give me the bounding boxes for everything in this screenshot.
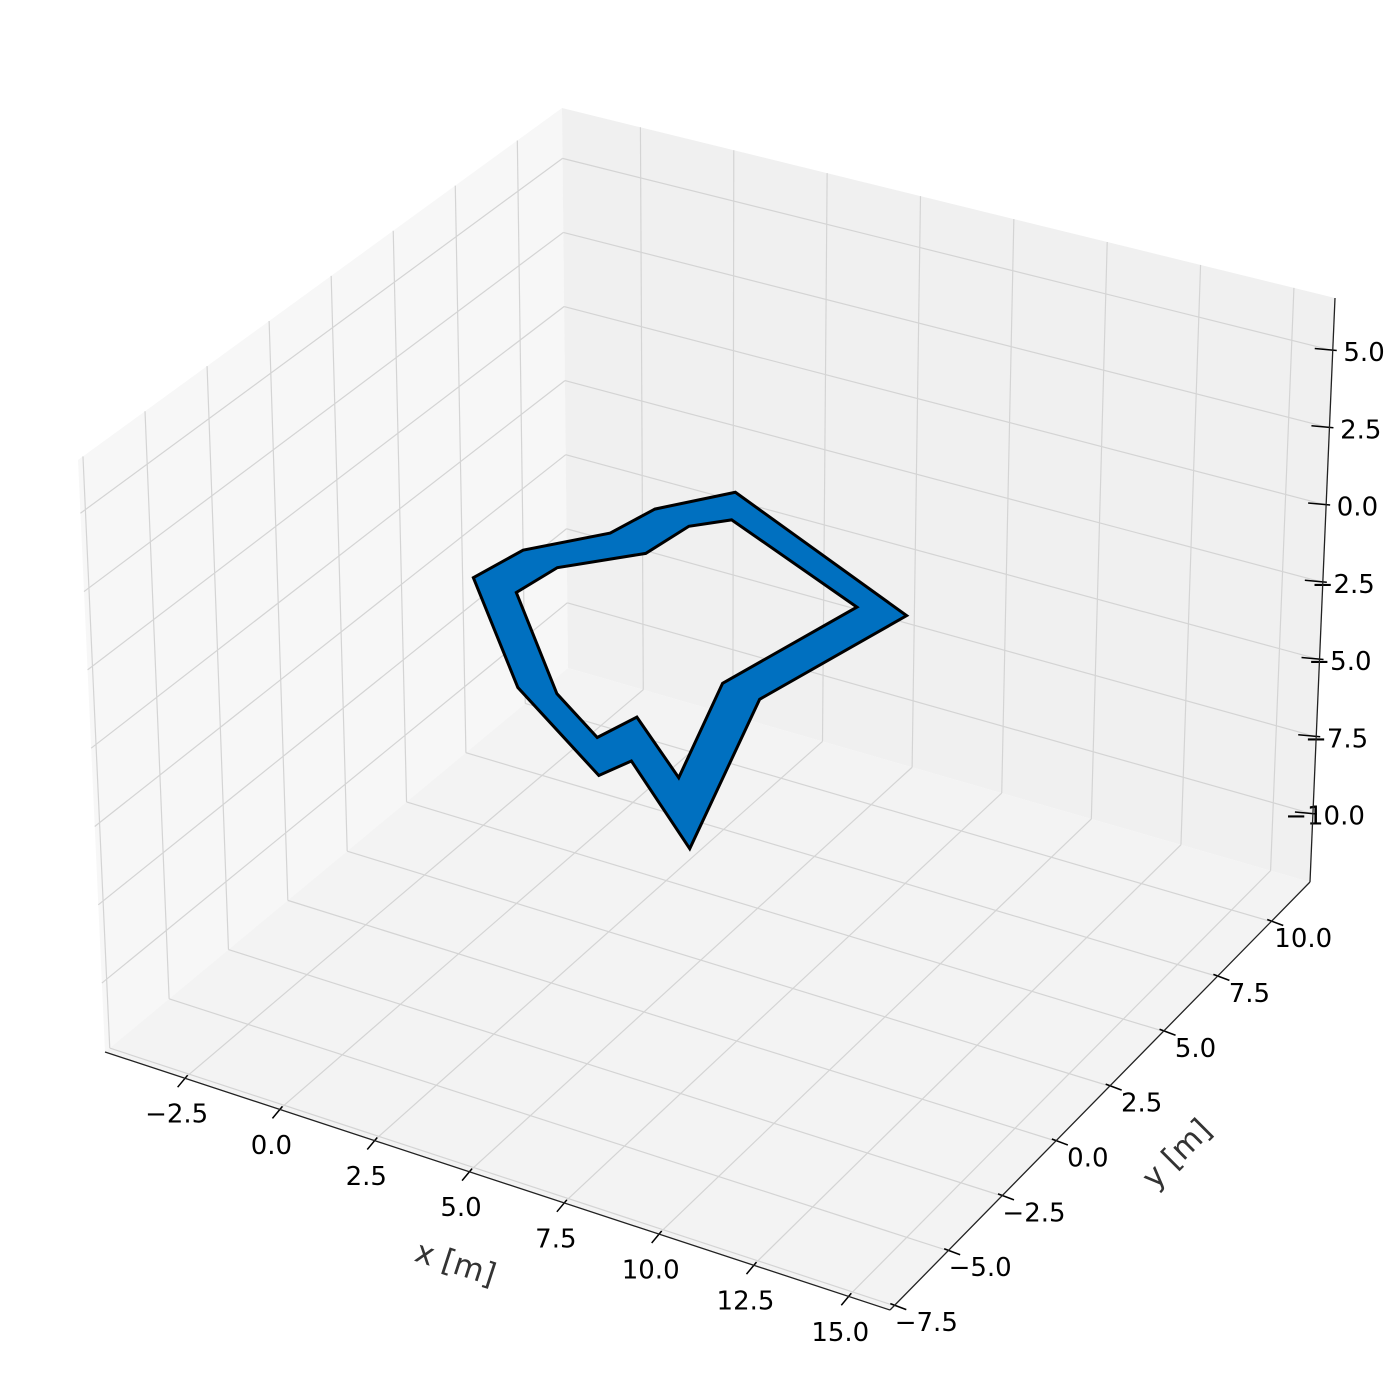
grid-line — [330, 275, 348, 852]
y-tick — [1105, 1083, 1122, 1091]
ring-polygon — [471, 490, 910, 852]
grid-line — [80, 157, 563, 514]
y-tick-label: −2.5 — [1002, 1198, 1065, 1228]
grid-line — [392, 230, 408, 802]
grid-line — [287, 899, 1057, 1142]
x-tick — [651, 1230, 663, 1244]
x-tick-label: 2.5 — [346, 1162, 387, 1192]
grid-line — [90, 380, 566, 749]
axes: −2.50.02.55.07.510.012.515.0 −7.5−5.0−2.5… — [104, 297, 1385, 1348]
panes — [78, 108, 1335, 1310]
y-tick-label: 2.5 — [1121, 1089, 1162, 1119]
grid-line — [468, 766, 913, 1173]
grid-line — [658, 818, 1092, 1235]
y-tick — [997, 1193, 1015, 1201]
grid-line — [268, 320, 289, 901]
grid-line — [562, 157, 1333, 352]
z-tick-label: 5.0 — [1343, 338, 1384, 368]
z-tick-label: −7.5 — [1305, 724, 1368, 754]
y-tick — [890, 1302, 907, 1311]
x-tick — [461, 1168, 473, 1182]
z-tick-label: −5.0 — [1308, 647, 1371, 677]
grid-line — [82, 456, 111, 1049]
y-tick-label: −7.5 — [895, 1308, 958, 1338]
grid-line — [753, 844, 1182, 1266]
y-tick-label: −5.0 — [949, 1253, 1012, 1283]
grid-line — [566, 528, 1317, 738]
x-tick-label: 15.0 — [811, 1318, 869, 1348]
x-tick-label: 7.5 — [535, 1224, 576, 1254]
grid-line — [109, 1047, 895, 1307]
grid-line — [1090, 241, 1108, 819]
x-tick — [745, 1261, 758, 1275]
x-tick-label: 10.0 — [622, 1255, 680, 1285]
grid-line — [144, 411, 170, 999]
grid — [80, 127, 1333, 1307]
grid-line — [465, 752, 1218, 977]
y-tick — [1051, 1138, 1069, 1146]
y-axis-label: y [m] — [1135, 1112, 1219, 1196]
grid-line — [168, 998, 949, 1252]
grid-line — [87, 306, 565, 671]
x-tick — [366, 1137, 378, 1150]
x-tick-label: 0.0 — [251, 1131, 292, 1161]
x-tick-label: −2.5 — [145, 1100, 208, 1130]
x-tick — [271, 1105, 284, 1119]
grid-line — [564, 380, 1323, 583]
grid-line — [565, 454, 1320, 661]
x-tick — [840, 1292, 852, 1306]
grid-line — [1180, 264, 1202, 845]
grid-line — [101, 602, 568, 984]
grid-line — [567, 602, 1314, 815]
grid-line — [563, 792, 1003, 1204]
z-tick-label: −2.5 — [1312, 570, 1375, 600]
grid-line — [184, 689, 644, 1079]
pane-floor — [105, 668, 1310, 1310]
y-tick-label: 0.0 — [1067, 1143, 1108, 1173]
grid-line — [94, 454, 567, 827]
x-tick-label: 5.0 — [440, 1193, 481, 1223]
z-tick-label: 2.5 — [1340, 415, 1381, 445]
y-tick-label: 10.0 — [1274, 924, 1332, 954]
grid-line — [639, 127, 644, 690]
grid-line — [83, 231, 564, 593]
marks — [471, 490, 910, 852]
x-axis-line — [104, 1051, 891, 1311]
grid-line — [563, 305, 1327, 506]
grid-line — [1269, 287, 1295, 871]
y-tick — [943, 1248, 961, 1256]
grid-line — [228, 949, 1003, 1197]
grid-line — [1001, 219, 1015, 794]
grid-line — [347, 850, 1110, 1087]
grid-line — [373, 740, 823, 1141]
grid-line — [847, 870, 1271, 1297]
y-axis-line — [889, 881, 1311, 1311]
grid-line — [406, 801, 1164, 1032]
y-tick — [1266, 918, 1284, 927]
y-tick-label: 5.0 — [1175, 1034, 1216, 1064]
grid-line — [563, 231, 1330, 429]
pane-left — [78, 108, 568, 1052]
grid-line — [206, 366, 230, 950]
x-tick — [177, 1074, 189, 1088]
grid-line — [454, 185, 467, 753]
grid-line — [911, 196, 922, 768]
z-axis-line — [1309, 297, 1336, 883]
x-tick-label: 12.5 — [717, 1287, 775, 1317]
x-axis-label: x [m] — [411, 1234, 501, 1294]
y-tick — [1213, 973, 1230, 982]
y-tick — [1159, 1028, 1176, 1036]
x-tick — [556, 1199, 568, 1213]
z-tick-label: −10.0 — [1285, 802, 1365, 832]
y-tick-label: 7.5 — [1229, 979, 1270, 1009]
z-tick-label: 0.0 — [1337, 493, 1378, 523]
grid-line — [732, 150, 735, 716]
